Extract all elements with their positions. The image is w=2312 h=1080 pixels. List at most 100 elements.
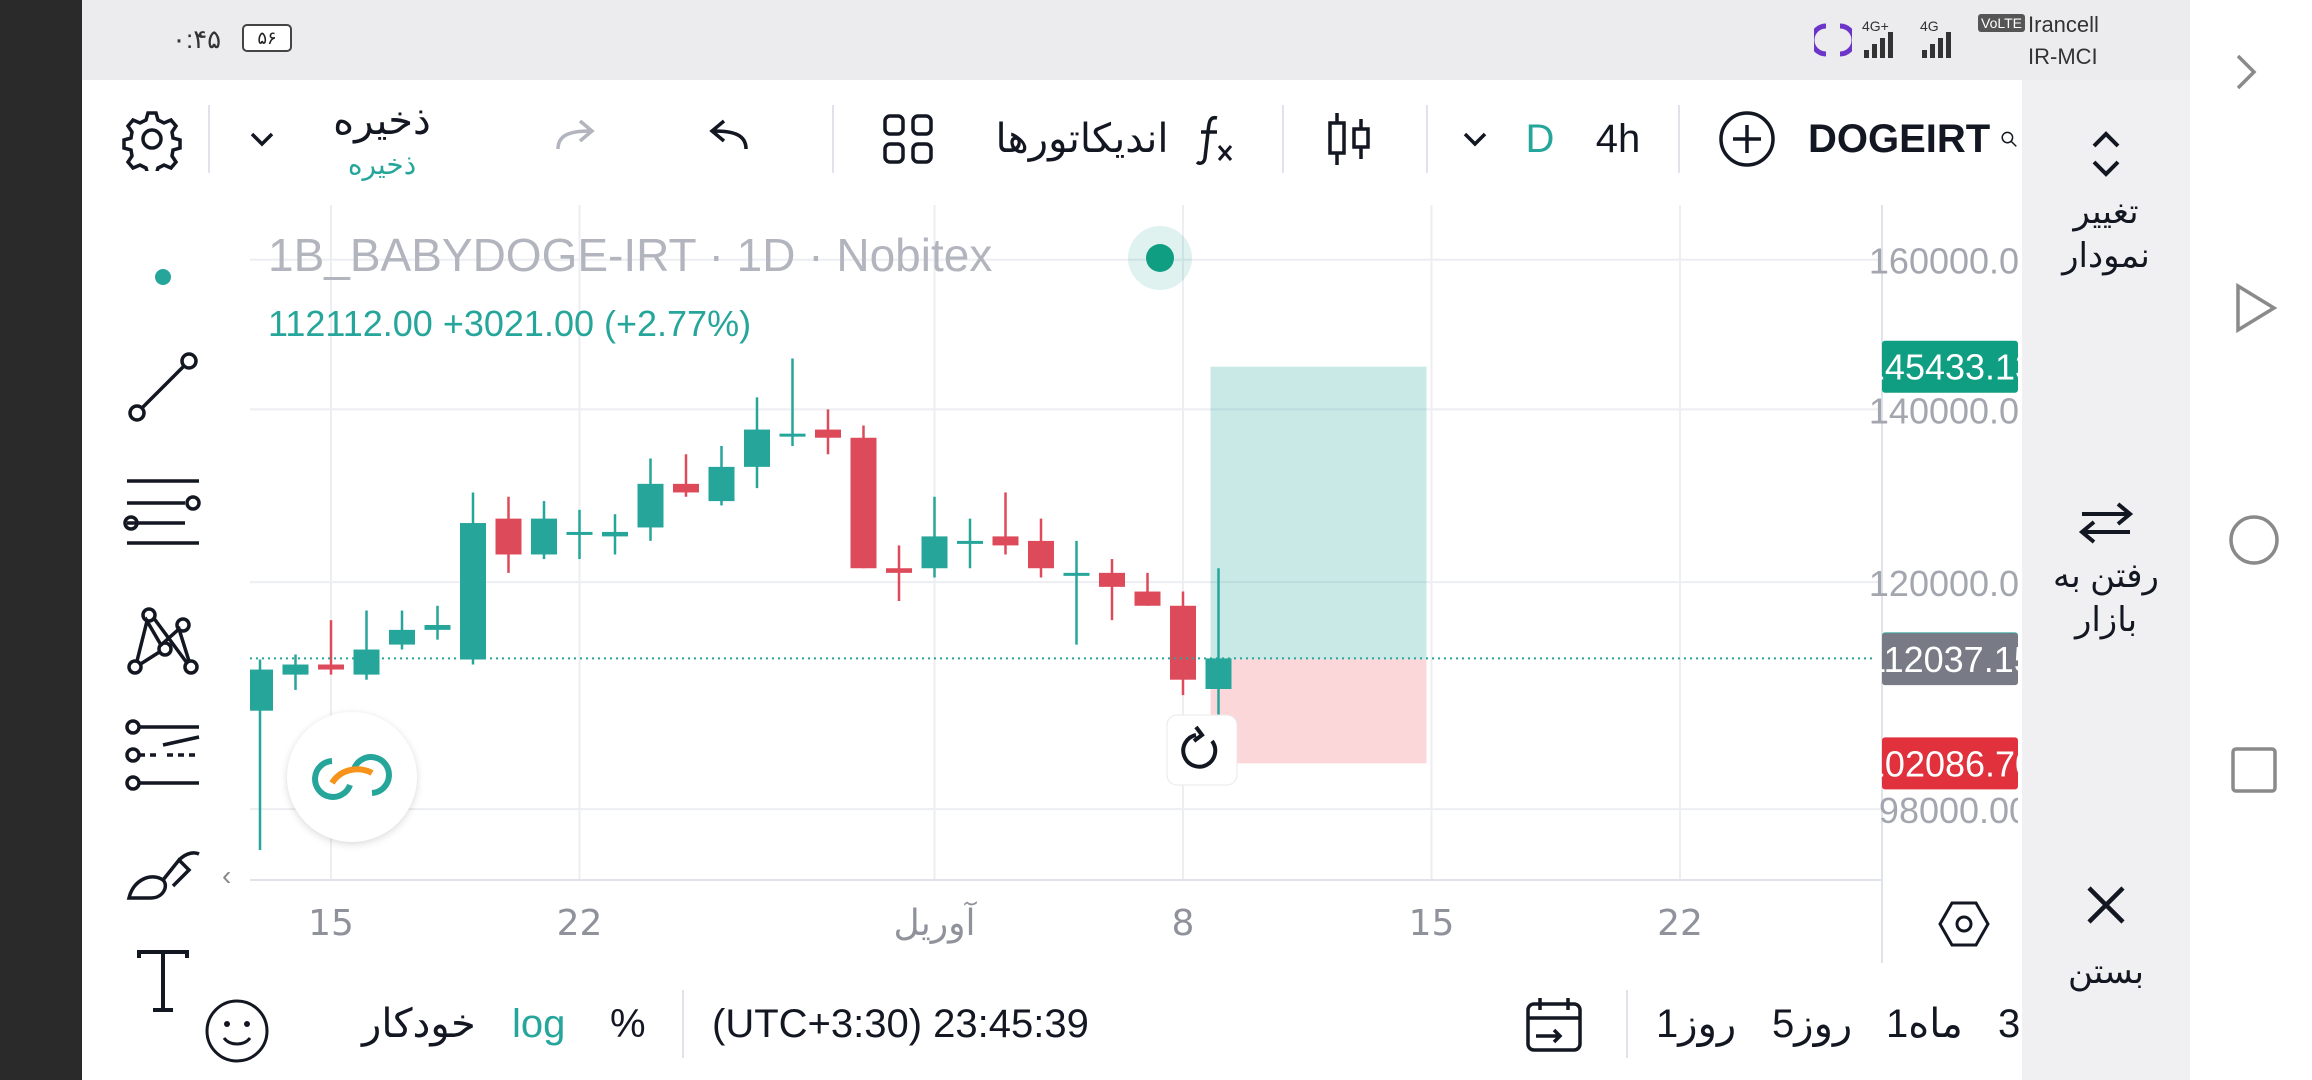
symbol-label: DOGEIRT xyxy=(1808,116,1991,161)
redo-icon xyxy=(556,119,595,150)
network-type-2: 4G xyxy=(1920,18,1939,34)
y-tick-label: 98000.00 xyxy=(1879,790,2018,831)
chevron-up-down-icon xyxy=(2092,131,2120,177)
calendar-arrow-icon xyxy=(1526,998,1582,1052)
candle-body xyxy=(1063,572,1090,576)
candle-body xyxy=(602,531,628,537)
nav-expand-button[interactable] xyxy=(2226,50,2266,99)
carrier-2: IR-MCI xyxy=(2028,44,2098,69)
axis-settings-dot-icon xyxy=(1955,915,1973,933)
y-tick-label: 120000.00 xyxy=(1869,563,2018,604)
xabcd-pattern-icon xyxy=(127,607,199,675)
chart-type-button[interactable] xyxy=(1304,80,1394,198)
trend-line-icon xyxy=(128,352,198,422)
toolbar-divider xyxy=(1282,105,1284,173)
candle-body xyxy=(424,625,451,630)
date-range-button[interactable] xyxy=(1522,994,1586,1063)
price-label-box xyxy=(1882,633,2018,686)
undo-icon xyxy=(709,119,748,150)
auto-scale-button[interactable]: خودکار xyxy=(362,1002,476,1046)
candle-body xyxy=(1028,540,1054,569)
candle-body xyxy=(460,523,486,660)
log-scale-button[interactable]: log xyxy=(512,1002,566,1046)
save-label: ذخیره xyxy=(333,98,431,143)
nav-back-button[interactable] xyxy=(2230,280,2280,341)
text-tool[interactable] xyxy=(120,938,206,1024)
indicators-button[interactable]: اندیکاتورها xyxy=(982,80,1252,198)
candle-body xyxy=(850,437,877,569)
emoji-button[interactable] xyxy=(202,996,272,1066)
chevron-down-icon xyxy=(250,132,274,147)
legend-symbol[interactable]: 1B_BABYDOGE-IRT xyxy=(268,229,697,281)
app-screen: ۰:۴۵ ۵۶ 4G+ 4G VoLTE Irancell IR-MCI ذخی… xyxy=(82,0,2190,1080)
interval-dropdown-button[interactable] xyxy=(1440,80,1510,198)
candle-body xyxy=(282,664,309,675)
timezone-clock[interactable]: (UTC+3:30) 23:45:39 xyxy=(712,1002,1089,1046)
x-tick-label: 8 xyxy=(1172,903,1195,944)
reset-chart-button xyxy=(1166,714,1238,786)
candle-body xyxy=(353,649,380,675)
brush-icon xyxy=(126,851,200,900)
x-tick-label: 22 xyxy=(557,903,603,944)
status-bar: ۰:۴۵ ۵۶ 4G+ 4G VoLTE Irancell IR-MCI xyxy=(82,0,2190,80)
gear-icon xyxy=(122,111,182,171)
x-tick-label: 22 xyxy=(1657,903,1703,944)
candle-body xyxy=(957,540,983,544)
brush-tool[interactable] xyxy=(120,828,206,914)
tradingview-logo[interactable] xyxy=(287,712,417,842)
percent-scale-button[interactable]: % xyxy=(610,1002,646,1046)
hotspot-icon xyxy=(1809,22,1857,63)
chart-toolbar: ذخیره ذخیره اندیکاتورها D 4h xyxy=(82,80,2022,198)
plot-background xyxy=(250,205,1882,880)
undo-button[interactable] xyxy=(684,80,774,198)
range-1m-button[interactable]: 1ماه xyxy=(1886,1002,1963,1046)
nav-recents-button[interactable] xyxy=(2228,744,2280,801)
price-label-text: 112037.15 xyxy=(1866,639,2018,680)
chart-canvas[interactable]: 160000.00 140000.00 120000.00 98000.00 15 22 آ… xyxy=(247,205,2039,963)
candle-body xyxy=(531,518,557,555)
candle-body xyxy=(673,483,699,493)
battery-level: ۵۶ xyxy=(257,28,277,48)
forecast-tool[interactable] xyxy=(120,712,206,798)
fib-tool[interactable] xyxy=(120,468,206,554)
redo-button[interactable] xyxy=(530,80,620,198)
interval-d-button[interactable]: D xyxy=(1510,80,1570,198)
change-chart-label-2: نمودار xyxy=(2062,237,2150,275)
legend-last-price: 112112.00 +3021.00 (+2.77%) xyxy=(268,303,751,344)
candle-body xyxy=(992,536,1019,546)
change-chart-button[interactable]: تغییر نمودار xyxy=(2022,124,2190,278)
symbol-search-button[interactable]: DOGEIRT xyxy=(1808,80,2018,198)
prediction-icon xyxy=(125,719,200,791)
nav-home-button[interactable] xyxy=(2226,512,2282,573)
compare-add-button[interactable] xyxy=(1702,80,1792,198)
range-1d-button[interactable]: 1روز xyxy=(1656,1002,1737,1046)
back-triangle-icon xyxy=(2236,282,2278,334)
layout-button[interactable] xyxy=(868,80,948,198)
interval-4h-label: 4h xyxy=(1595,116,1641,161)
save-dropdown-button[interactable] xyxy=(222,80,302,198)
system-nav-bar xyxy=(2190,0,2312,1080)
chart-area[interactable]: 160000.00 140000.00 120000.00 98000.00 15 22 آ… xyxy=(247,205,2039,963)
function-icon xyxy=(1195,115,1232,165)
close-button[interactable]: بستن xyxy=(2022,880,2190,994)
range-5d-button[interactable]: 5روز xyxy=(1772,1002,1853,1046)
carrier-1: Irancell xyxy=(2028,12,2099,37)
price-label-text: 145433.13 xyxy=(1865,347,2018,388)
trend-line-tool[interactable] xyxy=(120,344,206,430)
pattern-tool[interactable] xyxy=(120,598,206,684)
horizontal-lines-icon xyxy=(123,479,201,545)
chevron-down-icon xyxy=(1463,132,1487,147)
toolbar-divider xyxy=(1426,105,1428,173)
close-icon xyxy=(2087,886,2125,924)
go-to-market-button[interactable]: رفتن به بازار xyxy=(2022,500,2190,642)
cursor-tool[interactable] xyxy=(120,234,206,320)
candle-body xyxy=(779,433,806,437)
scroll-left-chevron[interactable]: ‹ xyxy=(222,860,232,891)
candle-body xyxy=(566,531,593,535)
candle-body xyxy=(708,466,735,502)
volte-badge: VoLTE xyxy=(1978,14,2025,32)
signal-icon-2 xyxy=(1920,30,1960,63)
interval-4h-button[interactable]: 4h xyxy=(1578,80,1658,198)
save-button[interactable]: ذخیره ذخیره xyxy=(302,80,462,198)
settings-button[interactable] xyxy=(102,80,202,198)
